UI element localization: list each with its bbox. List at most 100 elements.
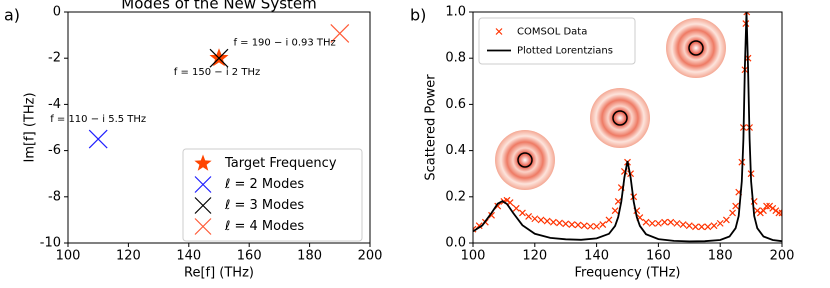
legend-label: ℓ = 3 Modes: [224, 198, 304, 213]
annotation: f = 110 − i 5.5 THz: [50, 114, 146, 125]
x-marker: [531, 215, 539, 223]
x-tick-label: 160: [646, 249, 671, 264]
annotation: f = 150 − i 2 THz: [174, 67, 260, 78]
x-marker: [685, 222, 693, 230]
x-marker: [488, 211, 495, 219]
y-tick-label: -2: [48, 51, 61, 66]
x-marker: [778, 209, 782, 217]
star-marker: [209, 48, 229, 67]
x-marker: [743, 12, 751, 16]
x-marker: [679, 221, 687, 228]
legend-label: Target Frequency: [224, 156, 337, 171]
legend-label: COMSOL Data: [517, 27, 587, 38]
legend-marker: [495, 28, 503, 35]
x-marker: [586, 222, 594, 230]
inset-ring: [612, 110, 628, 126]
x-marker: [704, 223, 712, 231]
x-marker: [549, 218, 557, 226]
legend-marker: [194, 197, 212, 214]
x-axis-label: Frequency (THz): [575, 266, 681, 281]
legend-box: [182, 148, 363, 242]
x-marker: [512, 204, 520, 212]
y-tick-label: -8: [48, 189, 61, 204]
field-insets: [495, 18, 726, 190]
legend-box: [478, 17, 636, 65]
x-marker: [692, 223, 699, 231]
line: [473, 12, 782, 243]
legend-label: Plotted Lorentzians: [517, 46, 613, 57]
plot-area: [473, 12, 782, 243]
y-tick-label: 0.2: [445, 189, 466, 204]
x-marker: [556, 219, 563, 227]
axes-frame: [67, 11, 371, 244]
x-marker: [648, 219, 656, 227]
x-marker: [729, 209, 736, 217]
x-marker: [562, 220, 570, 228]
x-marker: [667, 218, 675, 226]
y-axis-label: Im[f] (THz): [23, 92, 38, 162]
x-marker: [209, 48, 229, 68]
x-marker: [661, 218, 669, 226]
y-tick-label: 1.0: [445, 5, 466, 20]
x-marker: [642, 218, 650, 226]
inset-ring: [517, 152, 533, 168]
y-tick-label: 0.8: [445, 51, 466, 66]
x-marker: [574, 221, 582, 229]
legend-marker: [194, 154, 212, 171]
annotation: f = 190 − i 0.93 THz: [233, 37, 335, 48]
x-marker: [330, 24, 350, 43]
panel-label: a): [4, 6, 20, 25]
x-marker: [88, 129, 108, 149]
x-marker: [580, 222, 588, 230]
x-tick-label: 180: [708, 249, 733, 264]
x-marker: [599, 221, 607, 228]
legend-label: ℓ = 4 Modes: [224, 219, 304, 234]
x-tick-label: 180: [297, 249, 322, 264]
x-marker: [593, 222, 601, 230]
inset-l2: [495, 130, 555, 190]
x-marker: [605, 216, 613, 224]
x-tick-label: 140: [584, 249, 609, 264]
axes-frame: [472, 11, 783, 244]
x-tick-label: 200: [770, 249, 795, 264]
x-tick-label: 120: [116, 249, 141, 264]
x-marker: [710, 222, 718, 230]
x-marker: [654, 219, 662, 227]
legend-label: ℓ = 2 Modes: [224, 177, 304, 192]
legend-marker: [194, 218, 212, 235]
x-tick-label: 120: [522, 249, 547, 264]
legend-marker: [194, 176, 212, 193]
y-tick-label: 0.0: [445, 236, 466, 251]
x-tick-label: 100: [461, 249, 486, 264]
y-tick-label: -6: [48, 143, 61, 158]
x-axis-label: Re[f] (THz): [184, 266, 254, 281]
y-axis-label: Scattered Power: [424, 74, 439, 181]
y-tick-label: 0.4: [445, 143, 466, 158]
x-tick-label: 160: [237, 249, 262, 264]
x-marker: [722, 216, 730, 224]
x-marker: [611, 207, 619, 215]
inset-l4: [666, 18, 726, 78]
inset-l3: [590, 88, 650, 148]
x-tick-label: 100: [56, 249, 81, 264]
x-tick-label: 200: [358, 249, 383, 264]
x-marker: [543, 217, 551, 225]
x-marker: [716, 219, 724, 227]
x-marker: [732, 202, 740, 210]
x-marker: [525, 213, 533, 220]
x-marker: [775, 209, 782, 217]
inset-ring: [688, 40, 704, 56]
x-marker: [763, 202, 770, 210]
x-marker: [519, 209, 526, 217]
chart-title: Modes of the New System: [121, 0, 316, 13]
x-marker: [760, 207, 767, 215]
y-tick-label: 0: [53, 5, 61, 20]
x-marker: [568, 221, 576, 228]
x-tick-label: 140: [176, 249, 201, 264]
x-marker: [698, 223, 706, 231]
y-tick-label: -10: [40, 236, 61, 251]
x-marker: [537, 216, 545, 224]
y-tick-label: 0.6: [445, 97, 466, 112]
y-tick-label: -4: [48, 97, 61, 112]
